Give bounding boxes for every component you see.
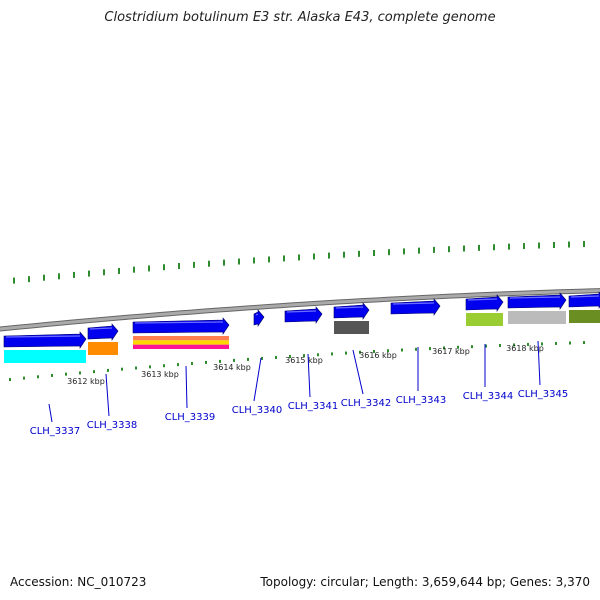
gene-arrow-highlight	[134, 321, 224, 324]
gene-leader-line	[48, 403, 53, 423]
gene-label: CLH_3339	[165, 412, 216, 423]
cog-bar	[466, 313, 503, 326]
gene-label: CLH_3345	[518, 389, 569, 400]
gene-arrow-highlight	[570, 295, 600, 298]
gene-arrow-highlight	[89, 327, 113, 330]
kbp-label: 3614 kbp	[213, 363, 251, 372]
kbp-label: 3615 kbp	[285, 356, 323, 365]
kbp-label: 3617 kbp	[432, 347, 470, 356]
gene-leader-line	[537, 340, 541, 386]
cog-bar	[88, 342, 118, 355]
gene-arrow-highlight	[392, 302, 435, 305]
gene-label: CLH_3338	[87, 420, 138, 431]
gene-arrow	[284, 306, 323, 324]
gene-leader-line	[185, 365, 188, 409]
gene-arrow	[132, 317, 230, 335]
gene-arrow-highlight	[286, 310, 317, 313]
gene-arrow	[568, 291, 600, 309]
cog-bar	[133, 336, 229, 341]
gene-arrow	[253, 309, 265, 327]
cog-bar	[569, 310, 600, 323]
gene-label: CLH_3340	[232, 405, 283, 416]
gene-leader-line	[307, 353, 311, 398]
gene-arrow	[87, 323, 119, 341]
kbp-label: 3618 kbp	[506, 344, 544, 353]
gene-arrow	[3, 331, 87, 349]
cog-bar	[133, 344, 229, 349]
map-title: Clostridium botulinum E3 str. Alaska E43…	[104, 10, 496, 25]
cog-bar	[4, 350, 86, 363]
accession-text: Accession: NC_010723	[10, 575, 147, 589]
kbp-label: 3616 kbp	[359, 351, 397, 360]
gene-arrow	[390, 298, 441, 316]
gene-label: CLH_3341	[288, 401, 339, 412]
gene-arrow	[333, 302, 370, 320]
gene-arrow-highlight	[467, 298, 498, 301]
gene-leader-line	[105, 373, 110, 417]
gene-label: CLH_3342	[341, 398, 392, 409]
gene-arrow-highlight	[509, 296, 561, 299]
cog-bar	[334, 321, 369, 334]
gene-arrow-highlight	[335, 306, 364, 309]
cog-bar	[508, 311, 566, 324]
gene-label: CLH_3337	[30, 426, 81, 437]
gene-leader-line	[253, 357, 262, 402]
genome-summary-text: Topology: circular; Length: 3,659,644 bp…	[260, 575, 590, 589]
gene-label: CLH_3343	[396, 395, 447, 406]
gene-label: CLH_3344	[463, 391, 514, 402]
backbone-arc	[0, 289, 600, 331]
kbp-label: 3613 kbp	[141, 370, 179, 379]
gene-arrow-highlight	[5, 335, 81, 338]
kbp-label: 3612 kbp	[67, 377, 105, 386]
cog-bar	[133, 340, 229, 345]
gene-arrow-highlight	[255, 313, 259, 316]
gene-leader-line	[352, 349, 364, 395]
